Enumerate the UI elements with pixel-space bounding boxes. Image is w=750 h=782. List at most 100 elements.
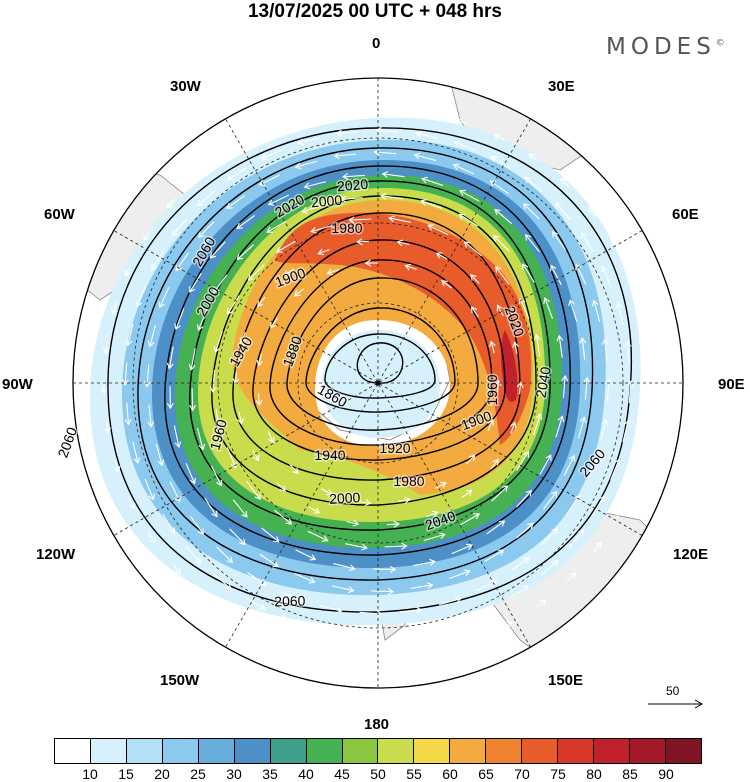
- wind-vector: [166, 386, 174, 410]
- wind-vector: [128, 497, 136, 510]
- shade-70: [275, 212, 532, 445]
- contour-label: 1980: [393, 473, 424, 489]
- wind-vector: [466, 454, 476, 465]
- wind-vector: [615, 507, 623, 520]
- wind-vector: [102, 341, 110, 355]
- reference-vector-label: 50: [666, 684, 680, 698]
- wind-vector: [448, 569, 471, 580]
- wind-vector: [194, 170, 205, 180]
- colorbar-swatch: [378, 739, 415, 763]
- wind-vector: [266, 220, 287, 233]
- lon-label-90w: 90W: [2, 376, 33, 393]
- wind-vector: [297, 137, 320, 146]
- wind-vector: [124, 264, 132, 277]
- wind-vector: [556, 334, 564, 358]
- wind-vector: [495, 265, 510, 285]
- colorbar-tick-label: 50: [370, 766, 386, 782]
- wind-vector: [375, 126, 399, 134]
- colorbar-swatch: [270, 739, 307, 763]
- wind-vector: [104, 420, 112, 434]
- wind-vector: [523, 202, 540, 220]
- wind-vector: [399, 606, 423, 614]
- wind-vector: [166, 198, 176, 209]
- wind-vector: [484, 549, 505, 563]
- wind-vector: [416, 109, 430, 116]
- wind-vector: [171, 218, 188, 237]
- logo-text: MODES: [606, 34, 716, 60]
- modes-logo: MODES©: [606, 34, 725, 60]
- wind-vector: [494, 208, 513, 225]
- wind-vector: [293, 288, 305, 297]
- contour-label: 2060: [54, 425, 80, 460]
- wind-vector: [512, 341, 519, 355]
- wind-vector: [516, 381, 524, 395]
- wind-vector: [274, 509, 293, 525]
- wind-vector: [487, 418, 495, 432]
- colorbar-tick-label: 80: [586, 766, 602, 782]
- wind-vector: [301, 204, 324, 214]
- wind-vector: [216, 546, 233, 564]
- wind-vector: [601, 265, 612, 288]
- wind-vector: [166, 346, 174, 370]
- wind-vector: [333, 152, 357, 160]
- lon-label-120w: 120W: [36, 546, 76, 563]
- colorbar-swatch: [558, 739, 595, 763]
- wind-vector: [110, 302, 118, 315]
- wind-vector: [555, 415, 565, 438]
- lon-label-0: 0: [372, 35, 381, 52]
- wind-vector: [261, 527, 280, 543]
- wind-vector: [125, 323, 134, 347]
- wind-vector: [470, 274, 480, 284]
- wind-vector: [346, 519, 360, 527]
- wind-vector: [281, 615, 303, 626]
- wind-vector: [438, 596, 462, 606]
- wind-vector: [225, 195, 246, 209]
- wind-vector: [357, 632, 381, 640]
- wind-vector: [151, 250, 164, 271]
- wind-vector: [458, 213, 479, 227]
- wind-vector: [451, 543, 473, 555]
- colorbar-tick-label: 30: [226, 766, 242, 782]
- colorbar-swatch: [665, 739, 701, 763]
- colorbar-swatch: [522, 739, 559, 763]
- wind-vector: [236, 214, 256, 230]
- wind-vector: [267, 431, 275, 444]
- wind-vector: [420, 199, 443, 209]
- contour-label: 2000: [310, 192, 343, 211]
- wind-vector: [345, 543, 368, 551]
- wind-vector: [200, 591, 212, 601]
- colorbar-swatch: [234, 739, 271, 763]
- wind-vector: [552, 230, 566, 251]
- colorbar-ticks: 10 15 20 25 30 35 40 45 50 55 60 65 70 75 80 85 90: [54, 766, 702, 782]
- wind-vector: [397, 496, 411, 504]
- lon-label-120e: 120E: [673, 546, 709, 563]
- wind-vector: [518, 297, 530, 319]
- wind-vector: [147, 532, 156, 544]
- wind-vector: [229, 528, 246, 546]
- wind-vector: [388, 215, 411, 223]
- contour-label: 2000: [329, 489, 361, 507]
- wind-vector: [373, 565, 397, 573]
- wind-vector: [113, 459, 121, 473]
- wind-vector: [174, 308, 185, 331]
- wind-vector: [173, 425, 182, 449]
- wind-vector: [371, 587, 395, 595]
- wind-vector: [421, 176, 444, 186]
- wind-vector: [640, 312, 648, 326]
- contour-label: 2060: [274, 592, 306, 609]
- wind-vector: [364, 259, 378, 267]
- wind-vector: [247, 264, 265, 281]
- wind-vector: [197, 190, 215, 207]
- lon-label-150e: 150E: [548, 672, 584, 689]
- wind-vector: [568, 529, 585, 548]
- wind-vector: [197, 309, 208, 331]
- wind-vector: [404, 263, 417, 271]
- shade-inner: [322, 330, 440, 438]
- contour-label: 1980: [331, 220, 362, 236]
- wind-vector: [213, 573, 232, 590]
- wind-vector: [473, 606, 496, 617]
- colorbar-swatch: [55, 739, 91, 763]
- wind-vector: [413, 152, 437, 161]
- wind-vector: [471, 306, 479, 318]
- wind-vector: [257, 296, 266, 308]
